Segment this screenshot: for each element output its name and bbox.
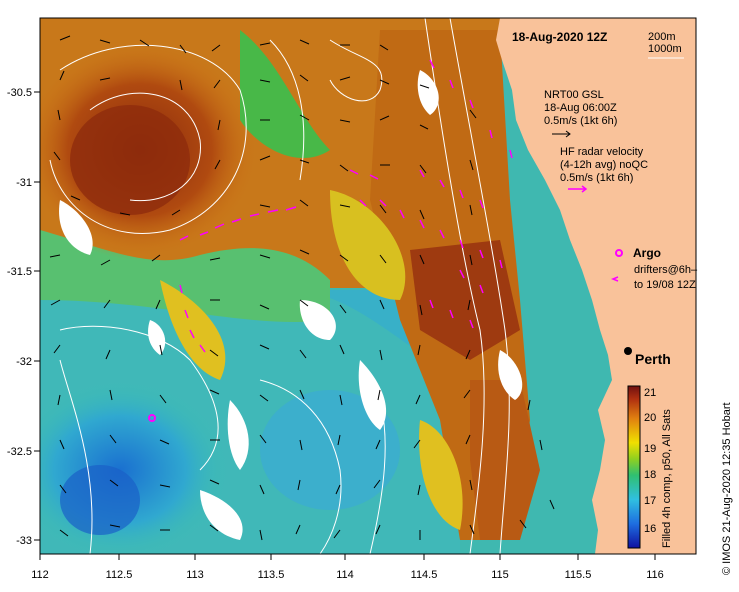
x-axis: 112 112.5 113 113.5 114 114.5 115 115.5 … (31, 554, 664, 581)
y-axis: -30.5 -31 -31.5 -32 -32.5 -33 (7, 87, 40, 547)
colorbar-ticks: 21 20 19 18 17 16 (644, 387, 656, 535)
drifters-legend-line2: to 19/08 12Z (634, 279, 696, 291)
colorbar-caption: Filled 4h comp, p50, All Sats (661, 409, 673, 548)
y-tick-label: -33 (16, 535, 32, 547)
y-tick-label: -31.5 (7, 266, 32, 278)
y-tick-label: -31 (16, 177, 32, 189)
x-tick-label: 116 (646, 569, 664, 581)
colorbar-label: 16 (644, 523, 656, 535)
hf-radar-vectors (179, 59, 513, 353)
nrt-legend-line2: 18-Aug 06:00Z (544, 102, 617, 114)
map-title: 18-Aug-2020 12Z (512, 30, 607, 44)
perth-marker-icon (624, 347, 632, 355)
credit-text: © IMOS 21-Aug-2020 12:35 Hobart (721, 402, 733, 575)
city-label-perth: Perth (635, 351, 671, 367)
hf-legend-line1: HF radar velocity (560, 146, 644, 158)
hf-legend-line2: (4-12h avg) noQC (560, 159, 648, 171)
drifter-legend-icon (610, 276, 619, 282)
depth-legend-1000m: 1000m (648, 43, 682, 55)
y-tick-label: -32.5 (7, 446, 32, 458)
x-tick-label: 114 (336, 569, 354, 581)
x-tick-label: 115 (491, 569, 509, 581)
colorbar (627, 385, 641, 549)
nrt-legend-line3: 0.5m/s (1kt 6h) (544, 115, 617, 127)
colorbar-label: 20 (644, 412, 656, 424)
x-tick-label: 112.5 (106, 569, 133, 581)
land-mass (496, 18, 696, 554)
hf-scale-arrow-icon (568, 185, 588, 193)
colorbar-label: 19 (644, 443, 656, 455)
argo-legend-icon (615, 249, 623, 257)
plot-border (39, 17, 697, 555)
x-tick-label: 113 (186, 569, 204, 581)
depth-legend-200m: 200m (648, 31, 676, 43)
sst-field (40, 18, 696, 554)
hf-legend-line3: 0.5m/s (1kt 6h) (560, 172, 633, 184)
nrt-scale-arrow-icon (552, 130, 571, 138)
y-tick-label: -32 (16, 356, 32, 368)
drifters-legend-line1: drifters@6h– (634, 264, 698, 276)
argo-legend-label: Argo (633, 246, 661, 260)
model-velocity-vectors (49, 35, 555, 541)
nrt-legend-line1: NRT00 GSL (544, 89, 604, 101)
x-tick-label: 115.5 (565, 569, 592, 581)
x-tick-label: 112 (31, 569, 49, 581)
y-tick-label: -30.5 (7, 87, 32, 99)
x-tick-label: 114.5 (411, 569, 438, 581)
colorbar-label: 21 (644, 387, 656, 399)
colorbar-label: 17 (644, 495, 656, 507)
colorbar-label: 18 (644, 469, 656, 481)
argo-float-marker (148, 414, 156, 422)
x-tick-label: 113.5 (258, 569, 285, 581)
